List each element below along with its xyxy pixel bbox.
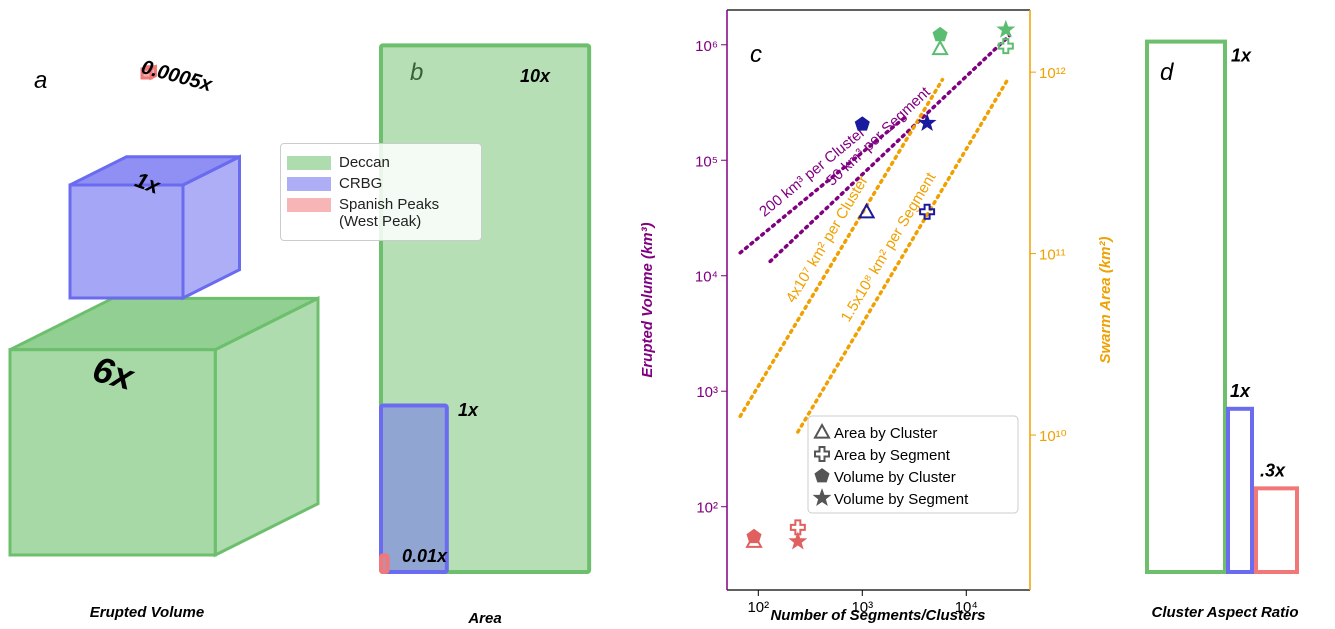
legend-swatch xyxy=(287,198,331,212)
point xyxy=(788,531,808,550)
label: 10⁵ xyxy=(695,153,718,170)
label: .3x xyxy=(1260,460,1286,480)
label: 1x xyxy=(1230,381,1251,401)
legend-swatch xyxy=(287,177,331,191)
label: Area xyxy=(467,610,501,627)
legend-swatch xyxy=(287,156,331,170)
label: 1x xyxy=(1231,46,1252,66)
point xyxy=(746,528,762,544)
legend-label: CRBG xyxy=(339,175,383,192)
point xyxy=(996,19,1016,38)
label: 0.0005x xyxy=(139,56,215,96)
label: 10⁴ xyxy=(695,269,718,286)
aspect-rect xyxy=(1145,39,1227,575)
area-rect xyxy=(379,553,390,574)
label: 10² xyxy=(747,599,769,616)
label: Cluster Aspect Ratio xyxy=(1152,604,1299,621)
label: 10x xyxy=(520,66,551,86)
label: a xyxy=(34,67,47,94)
label: c xyxy=(750,41,762,68)
legend-entry: Spanish Peaks (West Peak) xyxy=(285,196,477,230)
label: 10³ xyxy=(851,599,873,616)
cube xyxy=(68,154,241,301)
legend-label: Deccan xyxy=(339,154,390,171)
label: Area by Segment xyxy=(834,447,951,464)
label: 10⁶ xyxy=(695,38,718,55)
label: 10⁴ xyxy=(955,599,978,616)
legend: Deccan CRBG Spanish Peaks (West Peak) xyxy=(280,143,482,241)
point xyxy=(919,203,936,220)
cube-face xyxy=(68,183,185,300)
label: Area by Cluster xyxy=(834,425,937,442)
label: 0.01x xyxy=(402,546,448,566)
legend-marker xyxy=(814,446,830,462)
cube xyxy=(8,295,320,558)
point xyxy=(997,38,1014,55)
point xyxy=(789,519,806,536)
label: Erupted Volume (km³) xyxy=(639,222,656,377)
label: 10² xyxy=(696,500,718,517)
point xyxy=(931,39,949,56)
label: 10³ xyxy=(696,384,718,401)
legend-entry: CRBG xyxy=(285,175,477,192)
legend-marker xyxy=(814,468,830,483)
label: 1x xyxy=(458,400,479,420)
point xyxy=(917,113,937,132)
legend-marker xyxy=(812,488,832,507)
label: 50 km³ per Segment xyxy=(823,83,934,189)
point xyxy=(932,26,948,42)
cube xyxy=(140,64,157,81)
reference-line xyxy=(738,115,908,255)
point xyxy=(857,202,876,219)
label: 10¹⁰ xyxy=(1039,428,1067,445)
point xyxy=(854,116,870,131)
reference-line xyxy=(738,77,945,418)
label: Swarm Area (km²) xyxy=(1097,237,1114,364)
reference-line xyxy=(796,77,1010,434)
area-rect xyxy=(379,403,449,575)
cube-face xyxy=(140,67,153,80)
legend xyxy=(807,415,1019,514)
legend-label: Spanish Peaks (West Peak) xyxy=(339,196,440,230)
cube-face xyxy=(8,348,217,557)
label: d xyxy=(1160,59,1174,86)
legend-marker xyxy=(813,422,831,439)
aspect-rect xyxy=(1226,406,1254,574)
label: 10¹¹ xyxy=(1039,247,1066,264)
label: 10¹² xyxy=(1039,65,1066,82)
label: Erupted Volume xyxy=(90,604,204,621)
label: Volume by Segment xyxy=(834,491,969,508)
reference-line xyxy=(768,33,1012,264)
legend-entry: Deccan xyxy=(285,154,477,171)
label: Volume by Cluster xyxy=(834,469,956,486)
label: Number of Segments/Clusters xyxy=(770,607,985,624)
aspect-rect xyxy=(1254,486,1299,574)
